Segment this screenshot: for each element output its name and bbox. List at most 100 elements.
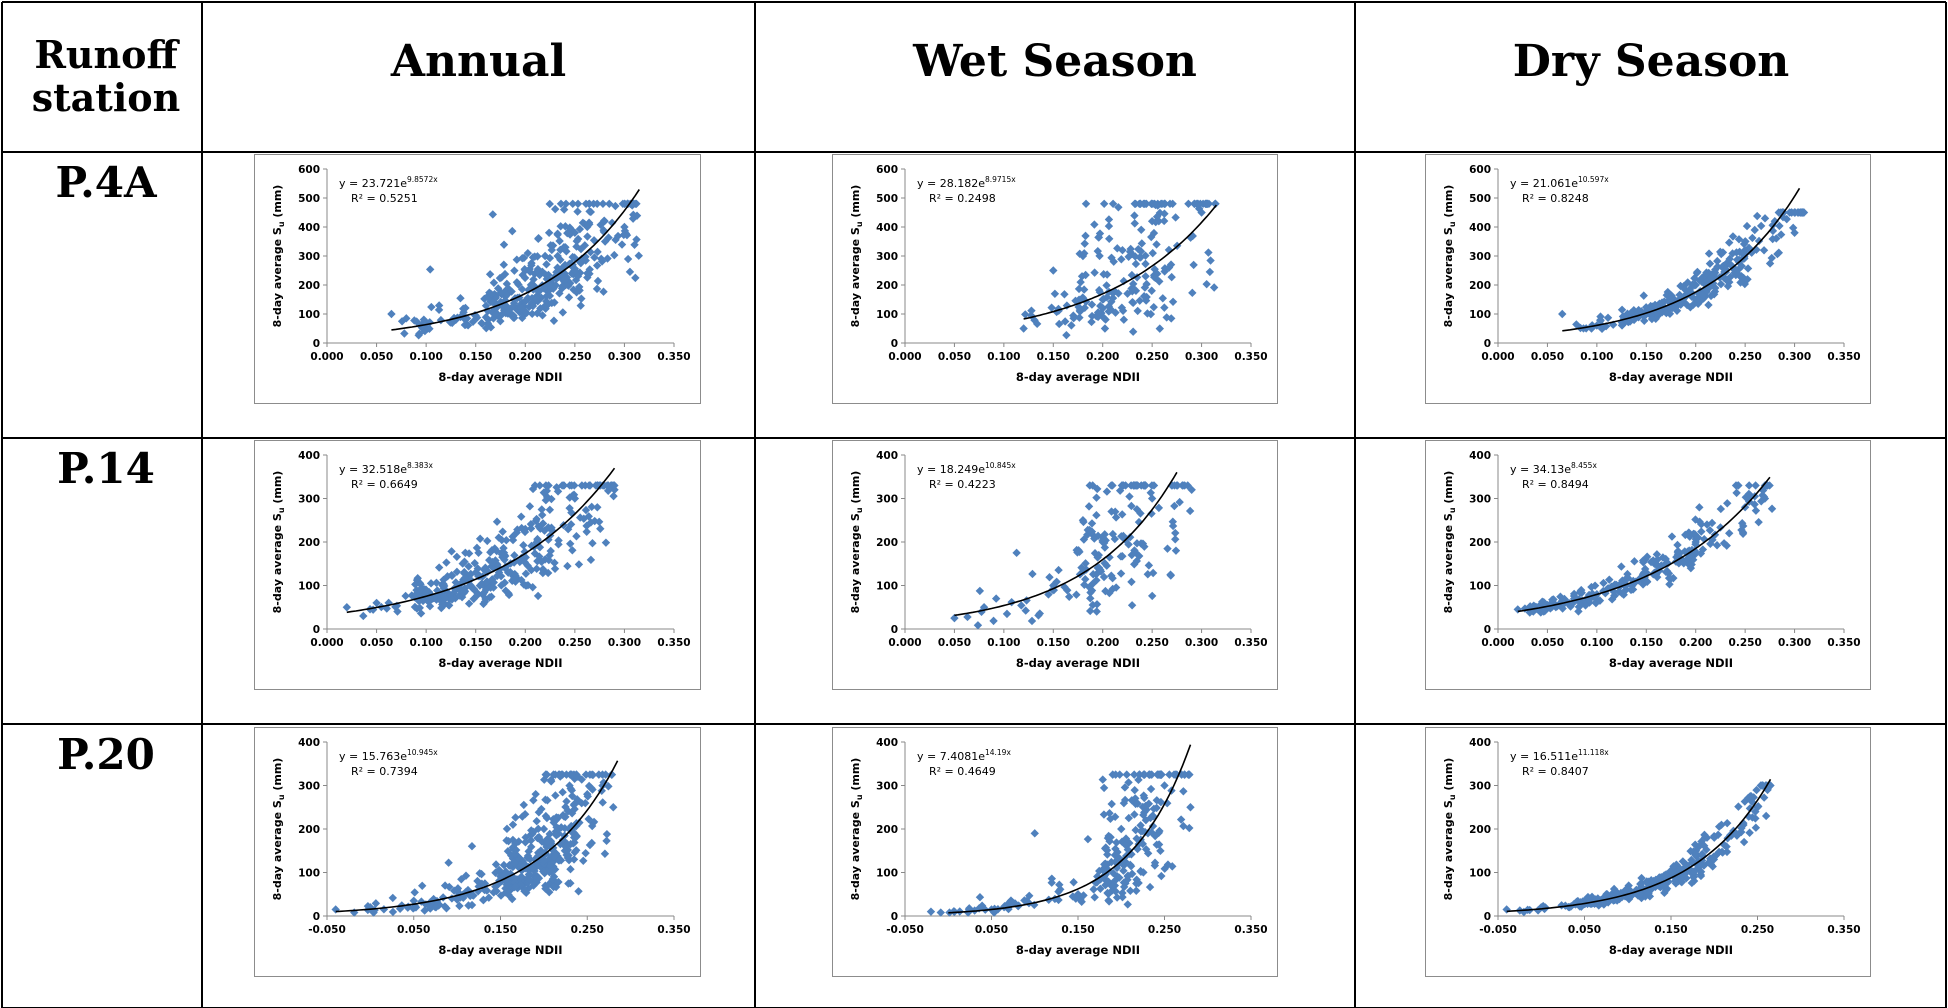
data-point — [1621, 885, 1630, 895]
data-point — [1155, 826, 1164, 836]
data-point — [1726, 272, 1735, 282]
y-tick-label: 100 — [298, 309, 320, 321]
data-point — [1028, 569, 1037, 579]
y-axis-label: 8-day average Su (mm) — [1442, 185, 1457, 328]
data-point — [1104, 897, 1114, 906]
data-point — [528, 253, 538, 262]
data-point — [1074, 284, 1084, 294]
data-point — [1100, 324, 1110, 333]
x-tick-label: 0.300 — [1778, 637, 1811, 649]
data-point — [1704, 300, 1713, 310]
data-point — [1117, 303, 1127, 312]
data-point — [1581, 324, 1591, 333]
scatter-panel-p14-dry-season: 8-day average Su (mm) 0 100 200 300 400 0.000 0… — [1425, 440, 1871, 690]
data-point — [1154, 503, 1164, 513]
data-point — [610, 481, 619, 490]
data-point — [1104, 877, 1113, 886]
scatter-panel-p20-annual: 8-day average Su (mm) 0 100 200 300 400 -0.050… — [254, 727, 701, 977]
x-tick-label: 0.250 — [1136, 637, 1169, 649]
data-point — [479, 588, 489, 597]
data-point — [1603, 313, 1613, 322]
data-point — [554, 770, 563, 779]
data-point — [1099, 313, 1109, 323]
y-tick-label: 300 — [876, 781, 898, 793]
data-point — [585, 207, 594, 216]
data-point — [562, 247, 571, 256]
data-point — [452, 552, 462, 562]
data-point — [1135, 296, 1144, 305]
data-point — [544, 880, 554, 889]
data-point — [1080, 239, 1089, 248]
data-point — [464, 562, 473, 571]
scatter-svg: 8-day average Su (mm) 0 100 200 300 400 500 600… — [849, 164, 1268, 384]
data-point — [549, 316, 559, 325]
data-point — [588, 538, 597, 548]
data-point — [582, 521, 591, 531]
data-point — [444, 601, 454, 610]
data-point — [538, 311, 547, 320]
data-point — [1690, 867, 1699, 876]
data-point — [1078, 293, 1087, 302]
data-point — [1606, 582, 1616, 592]
data-point — [1099, 538, 1109, 548]
data-point — [1734, 829, 1743, 839]
data-point — [1742, 221, 1752, 231]
x-tick-label: 0.100 — [987, 351, 1020, 363]
data-point — [1128, 327, 1138, 336]
x-tick-label: 0.000 — [888, 637, 921, 649]
data-point — [1186, 803, 1195, 812]
data-point — [496, 872, 505, 881]
x-tick-label: 0.100 — [410, 351, 443, 363]
x-tick-label: 0.150 — [1630, 351, 1663, 363]
data-point — [604, 233, 613, 242]
data-point — [425, 324, 434, 333]
data-point — [545, 253, 555, 263]
data-point — [467, 842, 477, 851]
data-point — [597, 254, 606, 264]
data-point — [532, 285, 541, 294]
data-point — [1140, 808, 1149, 817]
data-point — [565, 781, 574, 790]
data-point — [1119, 531, 1128, 541]
data-point — [534, 522, 543, 531]
data-point — [1099, 534, 1108, 543]
data-point — [1626, 585, 1636, 595]
data-point — [1725, 529, 1734, 538]
data-point — [1660, 888, 1669, 898]
data-point — [410, 888, 419, 897]
data-point — [1052, 577, 1061, 586]
data-point — [586, 555, 596, 565]
data-point — [607, 218, 617, 228]
data-point — [1075, 249, 1084, 259]
data-point — [564, 851, 573, 860]
data-point — [1185, 506, 1195, 516]
scatter-svg: 8-day average Su (mm) 0 100 200 300 400 -0.050… — [271, 737, 691, 957]
data-point — [1060, 290, 1069, 299]
trend-line — [1562, 187, 1801, 332]
data-point — [1759, 246, 1769, 255]
data-point — [565, 503, 574, 513]
data-point — [1723, 499, 1732, 508]
data-point — [1171, 213, 1180, 222]
data-point — [567, 259, 576, 268]
data-point — [532, 816, 541, 826]
data-point — [541, 770, 550, 779]
y-tick-label: 500 — [298, 193, 320, 205]
trend-equation: y = 23.721e9.8572x — [339, 175, 438, 190]
data-point — [1143, 849, 1153, 858]
data-point — [1626, 308, 1635, 318]
data-point — [566, 539, 575, 548]
x-tick-label: 0.200 — [1086, 637, 1119, 649]
data-point — [572, 236, 581, 246]
data-point — [1071, 894, 1081, 903]
data-point — [550, 865, 560, 874]
data-point — [508, 820, 518, 829]
trend-equation: y = 32.518e8.383x — [339, 461, 433, 476]
data-point — [510, 266, 519, 275]
data-point — [1166, 570, 1175, 579]
data-point — [545, 199, 554, 209]
x-axis-label: 8-day average NDII — [1016, 370, 1140, 384]
data-point — [610, 250, 619, 260]
y-tick-label: 200 — [876, 824, 898, 836]
